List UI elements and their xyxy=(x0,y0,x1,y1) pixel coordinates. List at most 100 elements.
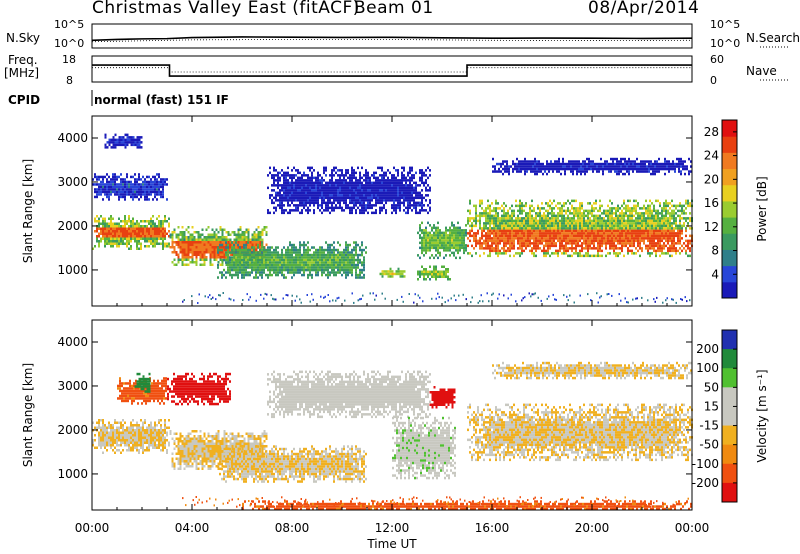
data-cell xyxy=(281,258,283,262)
data-cell xyxy=(573,219,575,223)
data-cell xyxy=(309,201,311,205)
data-cell xyxy=(443,249,445,252)
data-cell xyxy=(539,219,541,223)
data-cell xyxy=(591,237,593,240)
data-cell xyxy=(162,183,164,186)
data-cell xyxy=(647,234,649,238)
data-cell xyxy=(453,251,455,255)
data-cell xyxy=(337,258,339,262)
data-cell xyxy=(110,237,112,240)
data-cell xyxy=(235,266,237,269)
data-cell xyxy=(142,232,144,235)
data-cell xyxy=(409,179,411,182)
data-cell xyxy=(94,190,96,194)
data-cell xyxy=(381,166,383,170)
data-cell xyxy=(609,199,611,203)
data-cell xyxy=(527,214,529,218)
data-cell xyxy=(555,237,557,240)
data-cell xyxy=(501,237,503,240)
data-cell xyxy=(605,254,607,258)
data-cell xyxy=(261,241,263,244)
data-cell xyxy=(273,181,275,185)
data-cell xyxy=(503,252,505,255)
data-cell xyxy=(136,193,138,196)
data-cell xyxy=(457,251,459,255)
data-cell xyxy=(281,169,283,172)
data-cell xyxy=(561,234,563,238)
data-cell xyxy=(267,268,269,272)
data-cell xyxy=(225,251,227,254)
data-cell xyxy=(128,180,130,184)
data-cell xyxy=(643,214,645,218)
data-cell xyxy=(301,211,303,215)
data-cell xyxy=(229,268,231,272)
data-cell xyxy=(627,247,629,250)
data-cell xyxy=(301,191,303,195)
data-cell xyxy=(289,261,291,264)
data-cell xyxy=(411,209,413,212)
data-cell xyxy=(391,194,393,197)
data-cell xyxy=(373,186,375,190)
data-cell xyxy=(134,237,136,240)
data-cell xyxy=(363,258,365,262)
data-cell xyxy=(631,244,633,248)
data-cell xyxy=(585,234,587,238)
data-cell xyxy=(241,256,243,259)
data-cell xyxy=(453,231,455,235)
data-cell xyxy=(189,248,192,251)
data-cell xyxy=(339,266,341,269)
data-cell xyxy=(519,247,521,250)
data-cell xyxy=(631,249,633,253)
data-cell xyxy=(625,232,627,235)
data-cell xyxy=(191,246,194,249)
data-cell xyxy=(551,239,553,243)
data-cell xyxy=(401,189,403,192)
data-cell xyxy=(587,232,589,235)
data-cell xyxy=(435,229,437,232)
data-cell xyxy=(225,238,228,241)
data-cell xyxy=(112,232,114,235)
data-cell xyxy=(481,242,483,245)
data-cell xyxy=(351,181,353,185)
data-cell xyxy=(637,227,639,230)
data-cell xyxy=(421,265,423,268)
data-cell xyxy=(557,212,559,215)
data-cell xyxy=(623,219,625,223)
data-cell xyxy=(401,191,403,195)
data-cell xyxy=(327,201,329,205)
data-cell xyxy=(289,263,291,267)
data-cell xyxy=(629,232,631,235)
data-cell xyxy=(126,242,128,245)
data-cell xyxy=(527,222,529,225)
data-cell xyxy=(281,204,283,207)
data-cell xyxy=(487,234,489,238)
data-cell xyxy=(263,258,265,262)
data-cell xyxy=(535,244,537,248)
data-cell xyxy=(521,232,523,235)
data-cell xyxy=(293,204,295,207)
data-cell xyxy=(361,186,363,190)
data-cell xyxy=(351,176,353,180)
data-cell xyxy=(571,199,573,203)
data-cell xyxy=(255,248,258,251)
data-cell xyxy=(505,219,507,223)
data-cell xyxy=(451,236,453,240)
data-cell xyxy=(289,199,291,202)
data-cell xyxy=(116,185,118,189)
data-cell xyxy=(128,217,130,220)
data-cell xyxy=(583,224,585,228)
data-cell xyxy=(381,184,383,187)
data-cell xyxy=(525,217,527,220)
data-cell xyxy=(383,176,385,180)
data-cell xyxy=(339,184,341,187)
data-cell xyxy=(261,276,263,279)
data-cell xyxy=(521,249,523,253)
data-cell xyxy=(281,248,283,252)
data-cell xyxy=(607,227,609,230)
data-cell xyxy=(495,222,497,225)
data-cell xyxy=(639,219,641,223)
data-cell xyxy=(553,237,555,240)
data-cell xyxy=(367,179,369,182)
data-cell xyxy=(275,194,277,197)
data-cell xyxy=(503,242,505,245)
